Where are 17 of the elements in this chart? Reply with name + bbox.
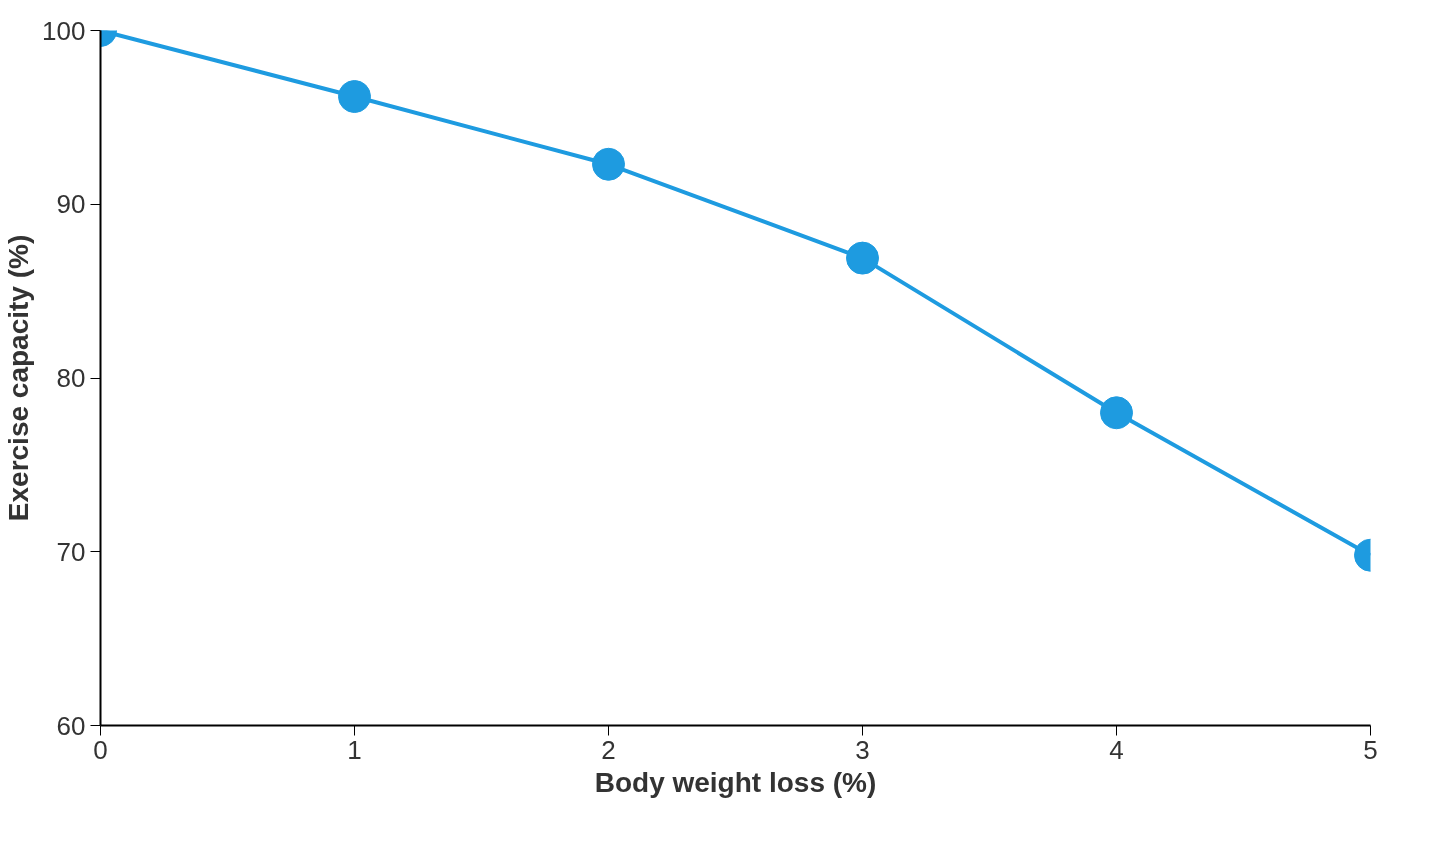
y-tick-label: 90 xyxy=(56,189,86,220)
y-tick-label: 60 xyxy=(56,710,86,741)
point xyxy=(338,80,371,113)
y-axis-title: Exercise capacity (%) xyxy=(3,234,35,522)
point xyxy=(846,241,879,275)
x-tick-label: 0 xyxy=(93,734,108,765)
point xyxy=(592,147,625,181)
y-tick-label: 100 xyxy=(42,15,86,46)
x-tick-label: 2 xyxy=(601,734,616,765)
y-tick-label: 70 xyxy=(56,536,86,567)
x-tick-label: 1 xyxy=(347,734,362,765)
x-tick-label: 5 xyxy=(1363,734,1378,765)
x-tick-label: 3 xyxy=(855,734,870,765)
point xyxy=(1100,396,1133,430)
x-axis-title: Body weight loss (%) xyxy=(594,766,877,798)
x-tick-label: 4 xyxy=(1109,734,1124,765)
y-tick-label: 80 xyxy=(56,363,86,393)
